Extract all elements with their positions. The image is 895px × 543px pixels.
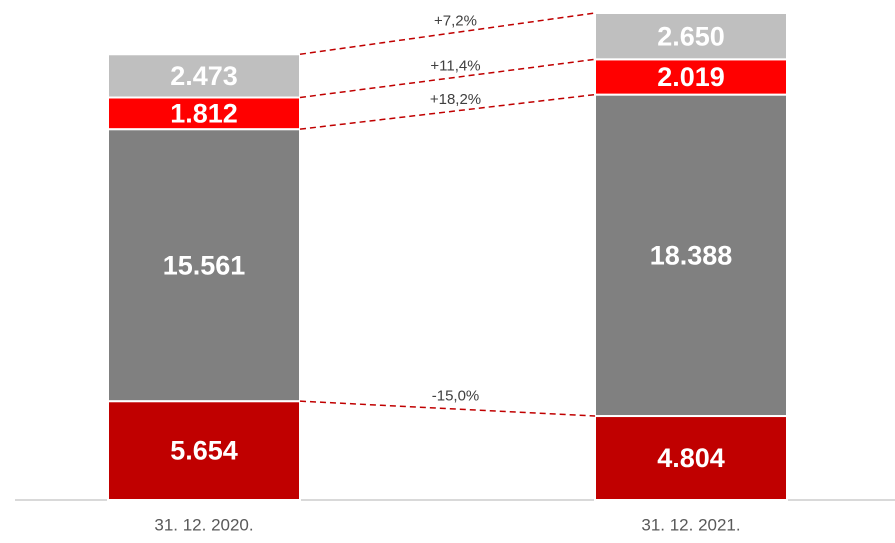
bar-segment	[107, 128, 301, 403]
value-label: 2.473	[170, 61, 238, 91]
value-label: 2.019	[657, 62, 725, 92]
bar-segment	[594, 415, 788, 502]
bar-segment	[107, 400, 301, 501]
value-label: 15.561	[163, 250, 246, 280]
annotation: +18,2%	[430, 91, 481, 108]
x-tick-label: 31. 12. 2020.	[154, 515, 253, 534]
annotation: +7,2%	[434, 13, 477, 30]
value-label: 4.804	[657, 443, 725, 473]
value-label: 1.812	[170, 98, 238, 128]
bar-segment	[594, 58, 788, 96]
bar-segment	[594, 12, 788, 61]
bar-segment	[594, 93, 788, 418]
value-label: 5.654	[170, 436, 238, 466]
bar-segment	[107, 53, 301, 99]
value-label: 18.388	[650, 240, 733, 270]
value-label: 2.650	[657, 21, 725, 51]
x-tick-label: 31. 12. 2021.	[641, 515, 740, 534]
annotation: +11,4%	[430, 57, 480, 74]
annotation: -15,0%	[432, 388, 480, 405]
